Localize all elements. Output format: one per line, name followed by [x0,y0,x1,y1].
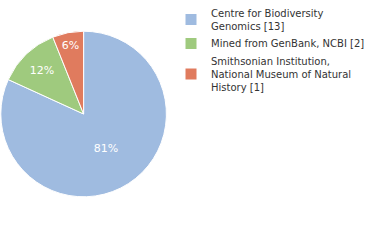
svg-text:Smithsonian Institution,Nation: Smithsonian Institution,National Museum … [211,56,351,93]
svg-text:6%: 6% [62,39,79,52]
svg-text:81%: 81% [94,142,118,155]
svg-text:Mined from GenBank, NCBI [2]: Mined from GenBank, NCBI [2] [211,38,364,49]
svg-text:Centre for BiodiversityGenomic: Centre for BiodiversityGenomics [13] [211,8,324,32]
svg-text:12%: 12% [30,64,54,77]
